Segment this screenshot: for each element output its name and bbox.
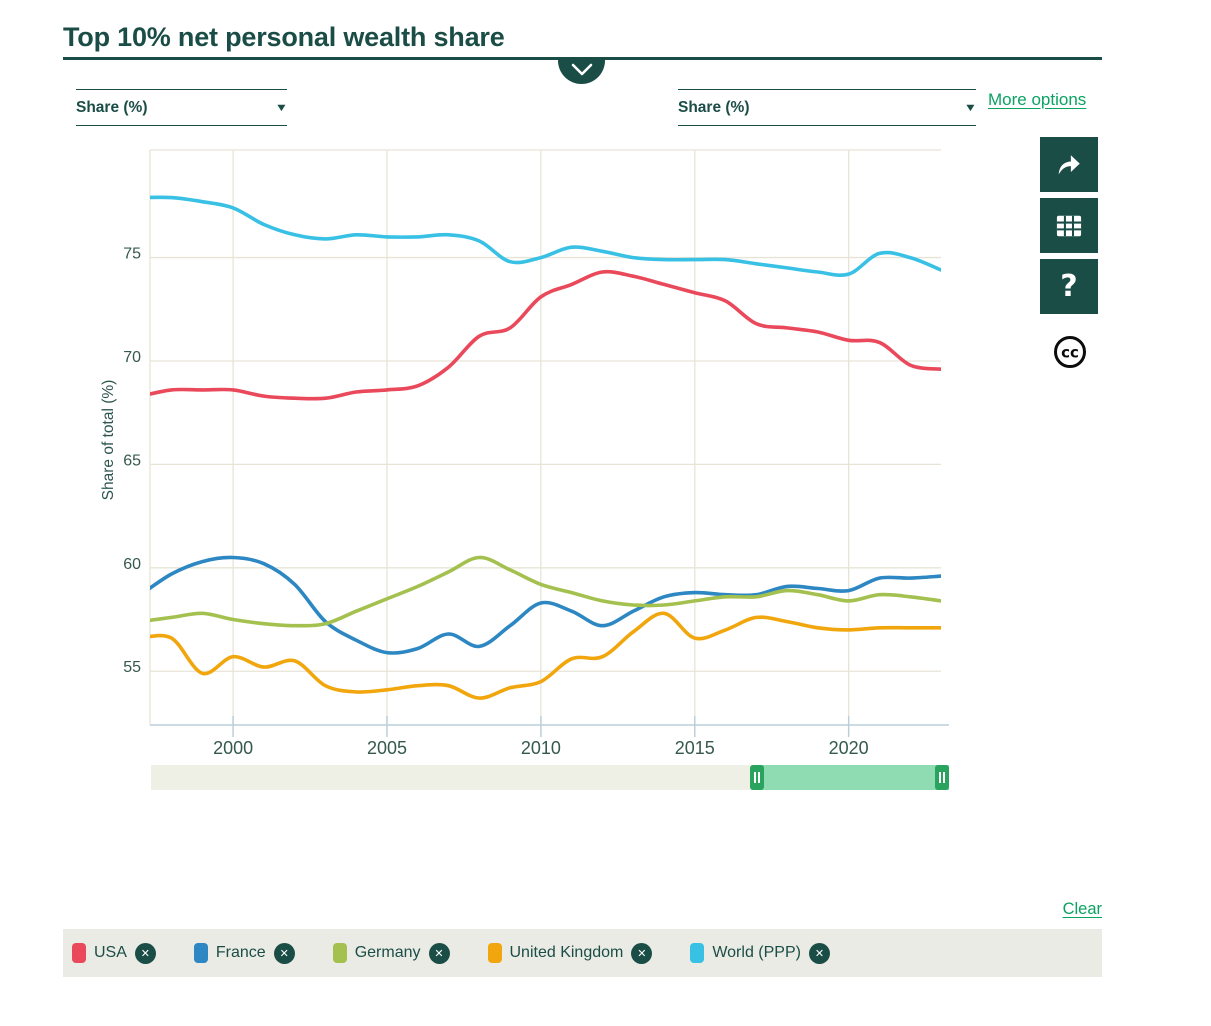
remove-series-button-germany[interactable]: ✕ [428,942,450,964]
creative-commons-icon[interactable]: cc [1052,334,1088,370]
series-line-united-kingdom [150,611,941,700]
more-options-link[interactable]: More options [988,90,1087,109]
x-axis [150,716,949,737]
series-line-usa [150,269,941,401]
legend-label-germany: Germany [354,944,421,961]
series-line-france [150,555,941,655]
x-tick-label: 2005 [367,738,407,758]
remove-series-button-france[interactable]: ✕ [273,942,295,964]
line-chart[interactable]: 2000 2005 2010 2015 2020 55 60 65 70 75 Share of t… [0,0,960,760]
y-tick-label: 65 [123,452,141,469]
y-tick-label: 70 [123,349,141,366]
table-icon [1056,215,1082,236]
remove-series-button-usa[interactable]: ✕ [134,942,156,964]
chevron-down-icon [571,63,592,76]
dropdown-arrow-icon: ▼ [274,101,289,114]
legend-item-usa: USA ✕ [72,942,156,964]
x-tick-label: 2020 [829,738,869,758]
slider-selected-range[interactable] [757,765,949,790]
legend-label-france: France [215,944,266,961]
legend-label-world-ppp-: World (PPP) [712,944,801,961]
clear-link[interactable]: Clear [1062,900,1102,918]
legend-item-germany: Germany ✕ [332,942,450,964]
legend-swatch-united-kingdom [487,943,502,963]
legend-item-france: France ✕ [193,942,295,964]
legend-label-united-kingdom: United Kingdom [509,944,624,961]
help-button[interactable]: ? [1040,259,1098,314]
time-range-slider[interactable] [151,765,949,790]
slider-handle-right[interactable] [935,765,949,790]
y-tick-label: 55 [123,659,141,676]
series-line-germany [150,555,941,628]
unit-dropdown-left-value: Share (%) [76,98,148,116]
legend-swatch-germany [332,943,347,963]
legend-swatch-world-ppp- [690,943,705,963]
y-tick-labels: 55 60 65 70 75 [123,246,141,677]
legend-bar: USA ✕ France ✕ Germany ✕ United Kingdom ✕ World … [63,929,1102,977]
x-tick-label: 2010 [521,738,561,758]
legend-label-usa: USA [94,944,127,961]
slider-handle-left[interactable] [750,765,764,790]
dropdown-arrow-icon: ▼ [963,101,978,114]
legend-item-united-kingdom: United Kingdom ✕ [487,942,653,964]
x-tick-label: 2000 [213,738,253,758]
unit-dropdown-right[interactable]: Share (%) ▼ [678,89,978,126]
svg-text:cc: cc [1061,344,1079,362]
share-button[interactable] [1040,137,1098,192]
question-mark-icon: ? [1060,269,1078,304]
legend-item-world-ppp-: World (PPP) ✕ [690,942,830,964]
series-line-world-ppp- [150,195,941,278]
remove-series-button-united-kingdom[interactable]: ✕ [631,942,653,964]
y-axis-title: Share of total (%) [100,380,117,501]
remove-series-button-world-ppp-[interactable]: ✕ [808,942,830,964]
x-tick-label: 2015 [675,738,715,758]
page-title: Top 10% net personal wealth share [63,22,505,52]
legend-swatch-usa [72,943,86,963]
data-table-button[interactable] [1040,198,1098,253]
y-tick-label: 75 [123,246,141,263]
title-divider [63,57,1102,60]
unit-dropdown-left[interactable]: Share (%) ▼ [76,89,289,126]
series-lines [150,195,941,700]
y-tick-label: 60 [123,556,141,573]
unit-dropdown-right-value: Share (%) [678,98,750,116]
share-arrow-icon [1058,154,1080,174]
x-tick-labels: 2000 2005 2010 2015 2020 [213,738,869,758]
grid-lines [149,149,941,725]
legend-swatch-france [193,943,208,963]
